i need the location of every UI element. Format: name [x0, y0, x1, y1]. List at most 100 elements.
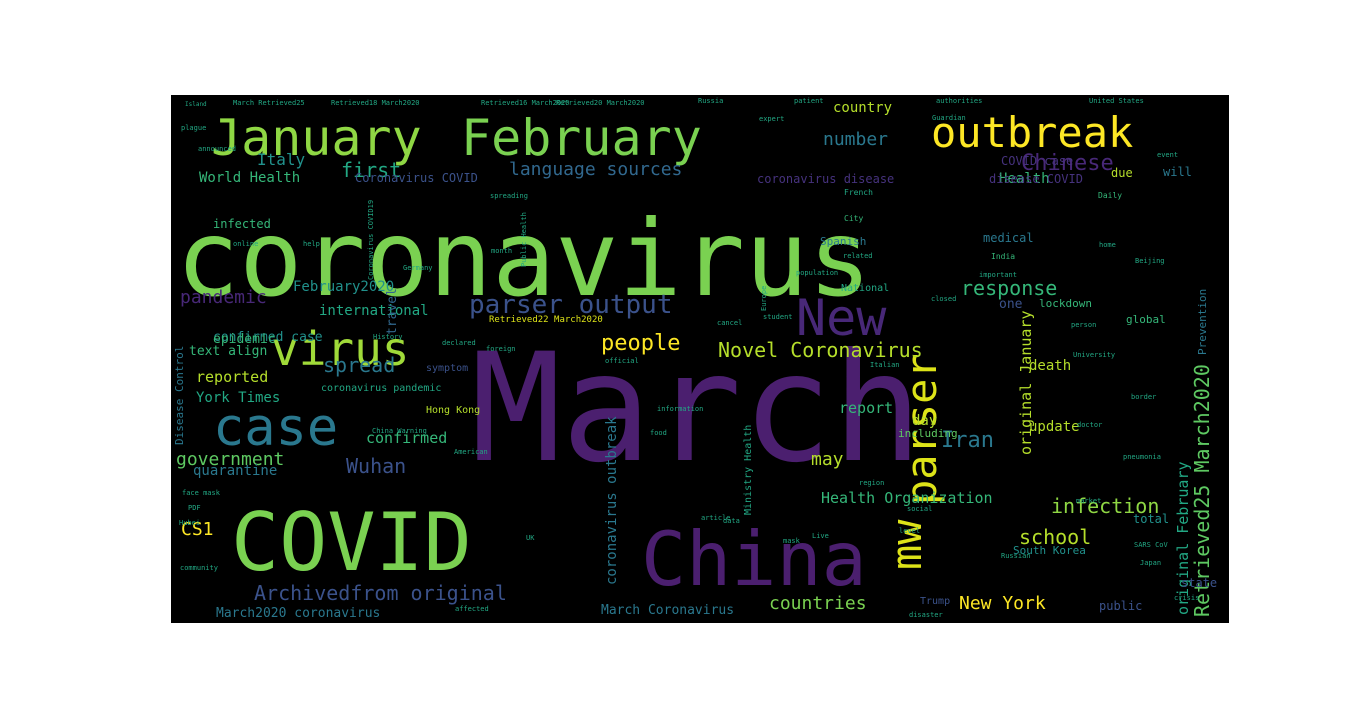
word-coronavirus-outbreak: coronavirus outbreak	[604, 416, 620, 585]
word-india: India	[991, 252, 1015, 261]
word-infection: infection	[1051, 494, 1159, 518]
word-history: History	[373, 333, 403, 341]
word-symptom: symptom	[426, 363, 468, 374]
word-reported: reported	[196, 368, 268, 386]
word-declared: declared	[442, 339, 476, 347]
word-cancel: cancel	[717, 319, 742, 327]
word-community: community	[180, 564, 218, 572]
word-countries: countries	[769, 593, 867, 614]
word-parser: parser	[897, 353, 946, 505]
word-live: Live	[812, 532, 829, 540]
word-closed: closed	[931, 295, 956, 303]
word-mw: mw	[882, 519, 931, 570]
word-related: related	[843, 252, 873, 260]
word-retrieved20-march2020: Retrieved20 March2020	[556, 99, 645, 107]
word-french: French	[844, 188, 873, 197]
word-medical: medical	[983, 231, 1034, 245]
word-university: University	[1073, 351, 1115, 359]
word-border: border	[1131, 393, 1156, 401]
word-report: report	[839, 399, 893, 417]
word-crisis: crisis	[1174, 594, 1199, 602]
word-retrieved25-march2020: Retrieved25 March2020	[1190, 364, 1214, 617]
word-face-mask: face mask	[182, 489, 221, 497]
word-patient: patient	[794, 97, 824, 105]
word-novel-coronavirus: Novel Coronavirus	[718, 338, 923, 362]
word-food: food	[650, 429, 667, 437]
word-lockdown: lockdown	[1039, 297, 1092, 310]
word-parser-output: parser output	[469, 290, 673, 320]
word-including: including	[898, 427, 958, 440]
word-home: home	[1099, 241, 1116, 249]
word-event: event	[1157, 151, 1178, 159]
word-global: global	[1126, 313, 1166, 326]
word-retrieved16-march2020: Retrieved16 March2020	[481, 99, 570, 107]
word-government: government	[176, 449, 284, 470]
word-total: total	[1133, 512, 1169, 526]
word-city: City	[844, 214, 863, 223]
word-affected: affected	[455, 605, 489, 613]
word-due: due	[1111, 166, 1133, 180]
word-quarantine: quarantine	[193, 463, 277, 479]
word-disease-control: Disease Control	[173, 346, 186, 445]
word-united-states: United States	[1089, 97, 1144, 105]
word-health: Health	[999, 171, 1050, 187]
word-american: American	[454, 448, 488, 456]
word-cloud: March coronavirus COVID China January Februar…	[171, 95, 1229, 623]
word-official: official	[605, 357, 639, 365]
word-europe: Europe	[760, 286, 768, 311]
word-mask: mask	[783, 537, 801, 545]
word-archivedfrom-original: Archivedfrom original	[254, 581, 507, 605]
word-travel: travel	[385, 288, 400, 335]
word-italy: Italy	[257, 150, 306, 169]
word-person: person	[1071, 321, 1096, 329]
word-february: February	[461, 109, 702, 167]
word-iran: Iran	[941, 428, 994, 453]
word-one: one	[999, 297, 1023, 312]
word-doctor: doctor	[1077, 421, 1102, 429]
word-plague: plague	[181, 124, 206, 132]
word-article: article	[701, 514, 731, 522]
word-market: market	[1076, 497, 1101, 505]
word-coronavirus-disease: coronavirus disease	[757, 172, 894, 186]
word-state: state	[1181, 576, 1217, 590]
word-coronavirus-covid: Coronavirus COVID	[355, 171, 478, 185]
word-italian: Italian	[870, 361, 900, 369]
word-south-korea: South Korea	[1013, 544, 1086, 557]
word-spreading: spreading	[490, 192, 528, 200]
word-social: social	[907, 505, 932, 513]
word-update: update	[1029, 419, 1080, 435]
word-pandemic: pandemic	[180, 287, 267, 308]
word-daily: Daily	[1098, 191, 1122, 200]
word-health-organization: Health Organization	[821, 489, 993, 507]
word-original-january: original January	[1017, 311, 1035, 456]
word-covid: COVID	[231, 496, 472, 589]
word-people: people	[601, 331, 680, 356]
word-sars-cov: SARS CoV	[1134, 541, 1169, 549]
word-international: international	[319, 303, 429, 319]
word-may: may	[811, 449, 844, 470]
word-march-retrieved25: March Retrieved25	[233, 99, 305, 107]
word-original-february: original February	[1174, 461, 1192, 615]
word-month: month	[491, 247, 512, 255]
word-number: number	[823, 129, 888, 150]
word-response: response	[961, 276, 1057, 300]
word-public-health: Public Health	[520, 212, 528, 267]
word-epidemic: epidemic	[213, 332, 276, 347]
word-first: first	[341, 158, 401, 182]
word-outbreak: outbreak	[931, 108, 1133, 157]
word-covid-case: COVID case	[1001, 154, 1073, 168]
word-country: country	[833, 100, 892, 116]
word-case: case	[213, 398, 338, 458]
word-uk: UK	[526, 534, 535, 542]
word-spanish: Spanish	[820, 235, 866, 248]
word-prevention: Prevention	[1196, 289, 1209, 355]
word-death: death	[1029, 358, 1071, 374]
word-population: population	[796, 269, 838, 277]
word-china-warning: China Warning	[372, 427, 427, 435]
word-public: public	[1099, 599, 1142, 613]
word-retrieved22-march2020: Retrieved22 March2020	[489, 315, 603, 325]
word-january: January	[211, 109, 422, 167]
word-region: region	[859, 479, 884, 487]
word-trump: Trump	[920, 596, 950, 607]
